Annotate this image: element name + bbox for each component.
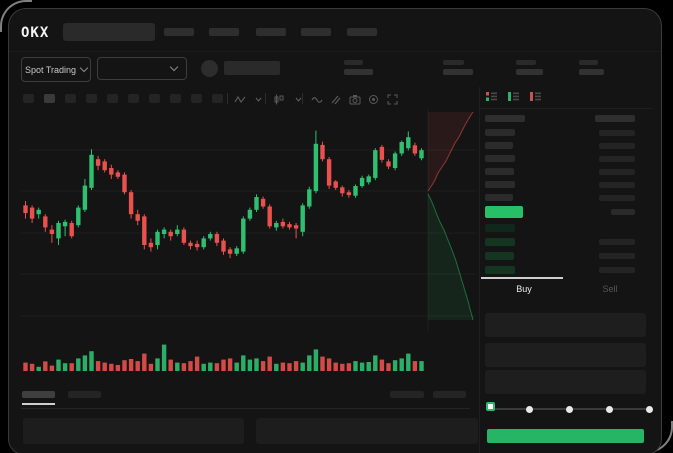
chevron-down-icon[interactable] xyxy=(292,93,305,105)
ask-row-amount-skeleton[interactable] xyxy=(599,195,635,201)
orderbook-header-amount xyxy=(595,115,635,122)
toolbar-separator xyxy=(302,93,303,104)
candle-type-icon[interactable] xyxy=(272,93,285,105)
pair-name-skeleton xyxy=(224,61,280,75)
toolbar-separator xyxy=(227,93,228,104)
stat-value-skeleton xyxy=(443,69,473,75)
interval-button[interactable] xyxy=(86,94,97,103)
camera-icon[interactable] xyxy=(348,93,361,105)
orderbook-header-price xyxy=(485,115,525,122)
market-type-label: Spot Trading xyxy=(24,64,77,75)
interval-button[interactable] xyxy=(170,94,181,103)
slider-stop-dot[interactable] xyxy=(645,406,653,413)
nav-item-skeleton[interactable] xyxy=(209,28,239,36)
stat-label-skeleton xyxy=(344,60,363,65)
nav-item-skeleton[interactable] xyxy=(301,28,331,36)
book-combined-icon[interactable] xyxy=(485,90,500,103)
active-tab-underline xyxy=(22,403,55,405)
last-price-amount-skeleton xyxy=(611,209,635,215)
orderbook-divider xyxy=(479,108,653,109)
ask-row-amount-skeleton[interactable] xyxy=(599,130,635,136)
order-amount-field[interactable] xyxy=(485,343,646,367)
nav-item-skeleton[interactable] xyxy=(164,28,194,36)
slider-stop-dot[interactable] xyxy=(566,406,573,413)
bid-row-amount-skeleton[interactable] xyxy=(599,267,635,273)
nav-item-skeleton[interactable] xyxy=(256,28,286,36)
chevron-down-icon xyxy=(79,63,89,73)
ask-row-price-skeleton[interactable] xyxy=(485,181,515,188)
ask-row-amount-skeleton[interactable] xyxy=(599,143,635,149)
ask-row-amount-skeleton[interactable] xyxy=(599,182,635,188)
last-price-badge[interactable] xyxy=(485,206,523,218)
price-chart xyxy=(21,109,476,371)
compare-icon[interactable] xyxy=(329,93,342,105)
ask-row-price-skeleton[interactable] xyxy=(485,129,515,136)
search-input[interactable] xyxy=(63,23,155,41)
stat-label-skeleton xyxy=(516,60,536,65)
ask-row-price-skeleton[interactable] xyxy=(485,194,513,201)
stat-value-skeleton xyxy=(344,69,373,75)
interval-button[interactable] xyxy=(128,94,139,103)
tab-sell[interactable]: Sell xyxy=(602,284,618,294)
market-type-dropdown[interactable]: Spot Trading xyxy=(21,57,91,82)
bid-row-amount-skeleton[interactable] xyxy=(599,239,635,245)
interval-button[interactable] xyxy=(23,94,34,103)
slider-handle[interactable] xyxy=(486,402,495,411)
panel-divider-vertical xyxy=(479,87,480,453)
book-bids-icon[interactable] xyxy=(507,90,522,103)
coin-avatar xyxy=(201,60,218,77)
fullscreen-icon[interactable] xyxy=(386,93,399,105)
stat-label-skeleton xyxy=(579,60,598,65)
stat-value-skeleton xyxy=(579,69,604,75)
ask-row-amount-skeleton[interactable] xyxy=(599,156,635,162)
stat-label-skeleton xyxy=(443,60,464,65)
ask-row-price-skeleton[interactable] xyxy=(485,142,513,149)
bottom-panel-divider xyxy=(21,408,470,409)
bid-row-price-skeleton[interactable] xyxy=(485,238,515,246)
ask-row-price-skeleton[interactable] xyxy=(485,155,515,162)
nav-item-skeleton[interactable] xyxy=(347,28,377,36)
panel-link-skeleton[interactable] xyxy=(433,391,466,398)
nav-divider xyxy=(9,51,661,52)
order-total-field[interactable] xyxy=(485,370,646,394)
zigzag-line-icon[interactable] xyxy=(233,93,246,105)
panel-link-skeleton[interactable] xyxy=(390,391,424,398)
bid-row-price-skeleton[interactable] xyxy=(485,266,515,274)
settings-gear-icon[interactable] xyxy=(367,93,380,105)
bid-row-price-skeleton[interactable] xyxy=(485,252,514,260)
ask-row-price-skeleton[interactable] xyxy=(485,168,514,175)
interval-button[interactable] xyxy=(191,94,202,103)
bottom-field-skeleton[interactable] xyxy=(256,418,478,444)
history-tab[interactable] xyxy=(68,391,101,398)
okx-logo[interactable]: OKX xyxy=(21,25,50,41)
order-price-field[interactable] xyxy=(485,313,646,337)
interval-button[interactable] xyxy=(212,94,223,103)
chevron-down-icon[interactable] xyxy=(252,93,265,105)
ask-row-amount-skeleton[interactable] xyxy=(599,169,635,175)
buy-submit-button[interactable] xyxy=(487,429,644,443)
tab-buy[interactable]: Buy xyxy=(516,284,532,294)
bid-row-price-skeleton[interactable] xyxy=(485,224,515,232)
interval-button[interactable] xyxy=(65,94,76,103)
slider-stop-dot[interactable] xyxy=(605,406,613,413)
indicator-wave-icon[interactable] xyxy=(310,93,323,105)
interval-button[interactable] xyxy=(149,94,160,103)
pair-selector-dropdown[interactable] xyxy=(97,57,187,80)
chevron-down-icon xyxy=(169,62,179,72)
buy-tab-indicator xyxy=(481,277,563,279)
toolbar-separator xyxy=(265,93,266,104)
okx-trading-window: OKX Spot Trading xyxy=(8,8,662,453)
bid-row-amount-skeleton[interactable] xyxy=(599,253,635,259)
orders-tab-active[interactable] xyxy=(22,391,55,398)
slider-stop-dot[interactable] xyxy=(526,406,534,413)
bezel-highlight-top-left xyxy=(0,0,32,32)
book-asks-icon[interactable] xyxy=(529,90,544,103)
stat-value-skeleton xyxy=(516,69,543,75)
interval-button[interactable] xyxy=(44,94,55,103)
bottom-field-skeleton[interactable] xyxy=(23,418,244,444)
interval-button[interactable] xyxy=(107,94,118,103)
